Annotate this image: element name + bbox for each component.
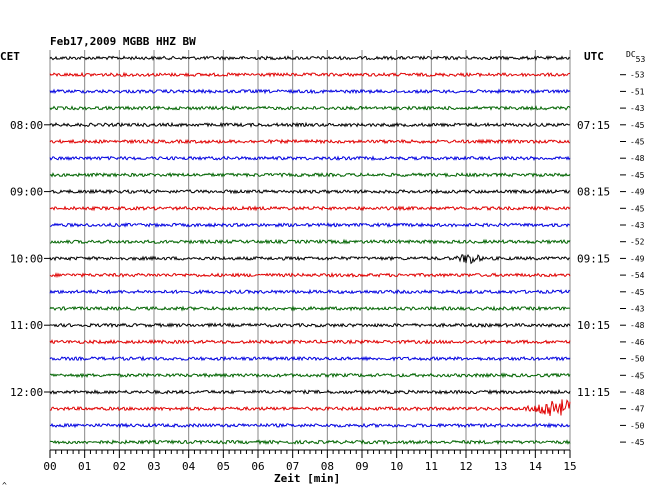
dc-value-4: -45 [630, 138, 645, 147]
dc-value-13: -45 [630, 288, 645, 297]
trace-12 [49, 254, 571, 265]
trace-22 [49, 422, 571, 429]
x-tick-label-0: 00 [43, 460, 56, 473]
dc-value-8: -45 [630, 204, 645, 213]
dc-value-3: -45 [630, 121, 645, 130]
cet-hour-label-0: 08:00 [10, 119, 43, 132]
utc-hour-label-3: 10:15 [577, 319, 610, 332]
dc-value-17: -50 [630, 355, 645, 364]
dc-label-text: DC [626, 50, 636, 59]
cet-hour-label-3: 11:00 [10, 319, 43, 332]
dc-value-15: -48 [630, 321, 645, 330]
trace-9 [49, 205, 571, 212]
trace-5 [49, 138, 571, 145]
trace-6 [49, 155, 571, 162]
x-tick-label-13: 13 [494, 460, 507, 473]
x-axis-label: Zeit [min] [274, 472, 340, 485]
dc-value-20: -47 [630, 405, 645, 414]
dc-value-0: -53 [630, 71, 645, 80]
x-axis: 00 01 02 03 04 05 06 07 08 09 10 11 12 13 14 15 [43, 449, 577, 473]
dc-value-19: -48 [630, 388, 645, 397]
minute-grid [49, 50, 571, 450]
utc-hour-label-4: 11:15 [577, 386, 610, 399]
x-tick-label-9: 09 [355, 460, 368, 473]
dc-value-18: -45 [630, 371, 645, 380]
trace-10 [49, 222, 571, 228]
trace-18 [49, 355, 571, 362]
dc-value-14: -43 [630, 305, 645, 314]
trace-15 [49, 305, 571, 312]
dc-value-7: -49 [630, 188, 645, 197]
x-tick-label-6: 06 [251, 460, 264, 473]
x-tick-label-15: 15 [563, 460, 576, 473]
dc-offset-labels: -53 -51 -43 -45 -45 -48 -45 -49 -45 -43 -52 -49 -54 -… [620, 71, 645, 447]
utc-hour-label-0: 07:15 [577, 119, 610, 132]
dc-value-1: -51 [630, 87, 645, 96]
x-tick-label-3: 03 [147, 460, 160, 473]
trace-13 [49, 272, 571, 279]
x-tick-label-8: 08 [321, 460, 334, 473]
dc-value-12: -54 [630, 271, 645, 280]
trace-23 [49, 439, 571, 446]
trace-1 [49, 71, 571, 78]
trace-14 [49, 288, 571, 295]
trace-21 [49, 399, 571, 417]
dc-value-11: -49 [630, 254, 645, 263]
trace-group [49, 55, 571, 446]
trace-7 [49, 172, 571, 178]
dc-first-value: 53 [636, 55, 646, 64]
x-tick-label-10: 10 [390, 460, 403, 473]
trace-2 [49, 88, 571, 95]
trace-17 [49, 338, 571, 345]
utc-hour-label-2: 09:15 [577, 252, 610, 265]
utc-hour-label-1: 08:15 [577, 186, 610, 199]
corner-mark: ^ [2, 481, 7, 490]
utc-label: UTC [584, 50, 604, 63]
dc-value-22: -45 [630, 438, 645, 447]
x-tick-label-7: 07 [286, 460, 299, 473]
trace-0 [49, 55, 571, 61]
x-tick-label-12: 12 [459, 460, 472, 473]
cet-hour-label-4: 12:00 [10, 386, 43, 399]
dc-value-9: -43 [630, 221, 645, 230]
trace-19 [49, 372, 571, 379]
trace-4 [49, 121, 571, 128]
dc-value-5: -48 [630, 154, 645, 163]
cet-label: CET [0, 50, 20, 63]
cet-hour-label-2: 10:00 [10, 252, 43, 265]
trace-16 [49, 322, 571, 329]
x-tick-label-5: 05 [217, 460, 230, 473]
dc-value-21: -50 [630, 421, 645, 430]
utc-hour-labels: 07:15 08:15 09:15 10:15 11:15 [577, 119, 610, 399]
dc-value-2: -43 [630, 104, 645, 113]
x-tick-label-11: 11 [425, 460, 438, 473]
dc-value-16: -46 [630, 338, 645, 347]
trace-8 [49, 188, 571, 195]
dc-value-6: -45 [630, 171, 645, 180]
x-tick-label-2: 02 [113, 460, 126, 473]
chart-title: Feb17,2009 MGBB HHZ BW [50, 35, 196, 48]
x-tick-label-4: 04 [182, 460, 196, 473]
x-tick-label-1: 01 [78, 460, 91, 473]
dc-label: DC53 [626, 50, 645, 64]
cet-hour-labels: 08:00 09:00 10:00 11:00 12:00 [10, 119, 50, 399]
trace-11 [49, 238, 571, 245]
dc-value-10: -52 [630, 238, 645, 247]
trace-20 [49, 389, 571, 395]
x-tick-label-14: 14 [529, 460, 543, 473]
trace-3 [49, 105, 571, 111]
cet-hour-label-1: 09:00 [10, 186, 43, 199]
